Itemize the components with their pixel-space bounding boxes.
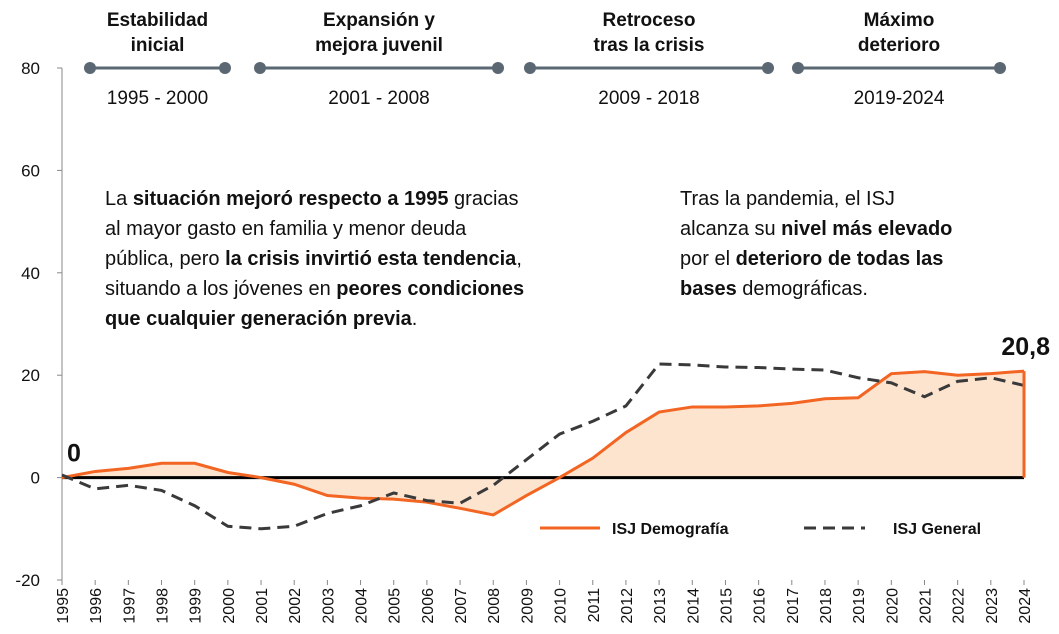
x-tick-label: 2012 xyxy=(619,588,636,624)
note-line: al mayor gasto en familia y menor deuda xyxy=(105,218,467,240)
x-tick-label: 2004 xyxy=(354,588,371,624)
note-run: nivel más elevado xyxy=(781,218,952,240)
phase-years: 1995 - 2000 xyxy=(107,88,208,109)
phase-dot xyxy=(254,62,266,74)
x-tick-label: 2002 xyxy=(287,588,304,624)
line-series xyxy=(61,362,1025,531)
note-run: Tras la pandemia, el ISJ xyxy=(680,188,895,210)
x-tick-label: 2021 xyxy=(917,588,934,624)
x-tick-label: 2001 xyxy=(254,588,271,624)
y-tick-label: 20 xyxy=(21,366,40,385)
x-tick-label: 1998 xyxy=(155,588,172,624)
x-tick-label: 2008 xyxy=(486,588,503,624)
note-line: alcanza su nivel más elevado xyxy=(680,218,952,240)
phase-dot xyxy=(492,62,504,74)
x-tick-label: 2017 xyxy=(785,588,802,624)
x-tick-label: 2015 xyxy=(718,588,735,624)
x-tick-label: 2014 xyxy=(685,588,702,624)
y-tick-label: 0 xyxy=(31,469,40,488)
note-line: que cualquier generación previa. xyxy=(105,308,417,330)
data-label: 20,8 xyxy=(1001,333,1050,361)
phase-title: Máximo xyxy=(864,10,935,31)
x-tick-label: 1997 xyxy=(121,588,138,624)
phase-title: Retroceso xyxy=(603,10,696,31)
note-run: . xyxy=(412,308,418,330)
phase-dot xyxy=(792,62,804,74)
note-line: bases demográficas. xyxy=(680,278,868,300)
x-tick-label: 1999 xyxy=(188,588,205,624)
note-run: deterioro de todas las xyxy=(736,248,944,270)
x-tick-label: 2003 xyxy=(320,588,337,624)
note-run: situando a los jóvenes en xyxy=(105,278,336,300)
y-tick-label: 40 xyxy=(21,264,40,283)
phase-title: deterioro xyxy=(858,35,940,56)
x-tick-label: 2024 xyxy=(1017,588,1034,624)
x-tick-label: 2013 xyxy=(652,588,669,624)
phase-title: tras la crisis xyxy=(594,35,705,56)
note-line: pública, pero la crisis invirtió esta te… xyxy=(105,248,522,270)
note-run: , xyxy=(516,248,522,270)
phase-dot xyxy=(219,62,231,74)
x-tick-label: 2007 xyxy=(453,588,470,624)
note-run: por el xyxy=(680,248,736,270)
note-run: peores condiciones xyxy=(336,278,524,300)
phase-title: Expansión y xyxy=(323,10,435,31)
x-tick-label: 2010 xyxy=(553,588,570,624)
note-line: Tras la pandemia, el ISJ xyxy=(680,188,895,210)
phase-dot xyxy=(994,62,1006,74)
note-run: pública, pero xyxy=(105,248,225,270)
x-tick-label: 2023 xyxy=(984,588,1001,624)
line-series xyxy=(61,369,1025,517)
phase-dot xyxy=(762,62,774,74)
note-run: situación mejoró respecto a 1995 xyxy=(133,188,449,210)
y-tick-label: 80 xyxy=(21,59,40,78)
x-tick-label: 2005 xyxy=(387,588,404,624)
y-tick-label: 60 xyxy=(21,161,40,180)
x-tick-label: 2020 xyxy=(884,588,901,624)
phase-title: mejora juvenil xyxy=(315,35,443,56)
phase-years: 2009 - 2018 xyxy=(598,88,699,109)
x-tick-label: 2018 xyxy=(818,588,835,624)
note-run: La xyxy=(105,188,133,210)
x-tick-label: 2009 xyxy=(519,588,536,624)
legend-label: ISJ Demografía xyxy=(612,521,729,538)
y-tick-label: -20 xyxy=(15,571,40,590)
x-tick-label: 2016 xyxy=(752,588,769,624)
x-tick-label: 1995 xyxy=(55,588,72,624)
note-run: alcanza su xyxy=(680,218,781,240)
note-run: gracias xyxy=(449,188,519,210)
phase-years: 2019-2024 xyxy=(854,88,945,109)
phase-title: inicial xyxy=(131,35,185,56)
x-tick-label: 1996 xyxy=(88,588,105,624)
note-run: demográficas. xyxy=(737,278,868,300)
x-tick-label: 2006 xyxy=(420,588,437,624)
note-line: situando a los jóvenes en peores condici… xyxy=(105,278,524,300)
legend-label: ISJ General xyxy=(893,521,981,538)
note-run: que cualquier generación previa xyxy=(105,308,413,330)
note-line: La situación mejoró respecto a 1995 grac… xyxy=(105,188,519,210)
note-run: la crisis invirtió esta tendencia xyxy=(225,248,517,270)
phase-dot xyxy=(524,62,536,74)
area xyxy=(62,371,1024,515)
phase-years: 2001 - 2008 xyxy=(328,88,429,109)
x-tick-label: 2011 xyxy=(586,588,603,623)
phase-title: Estabilidad xyxy=(107,10,208,31)
note-line: por el deterioro de todas las xyxy=(680,248,943,270)
x-tick-label: 2000 xyxy=(221,588,238,624)
x-tick-label: 2022 xyxy=(951,588,968,624)
x-tick-label: 2019 xyxy=(851,588,868,624)
phase-dot xyxy=(84,62,96,74)
note-run: bases xyxy=(680,278,737,300)
data-label: 0 xyxy=(67,440,81,468)
note-run: al mayor gasto en familia y menor deuda xyxy=(105,218,467,240)
